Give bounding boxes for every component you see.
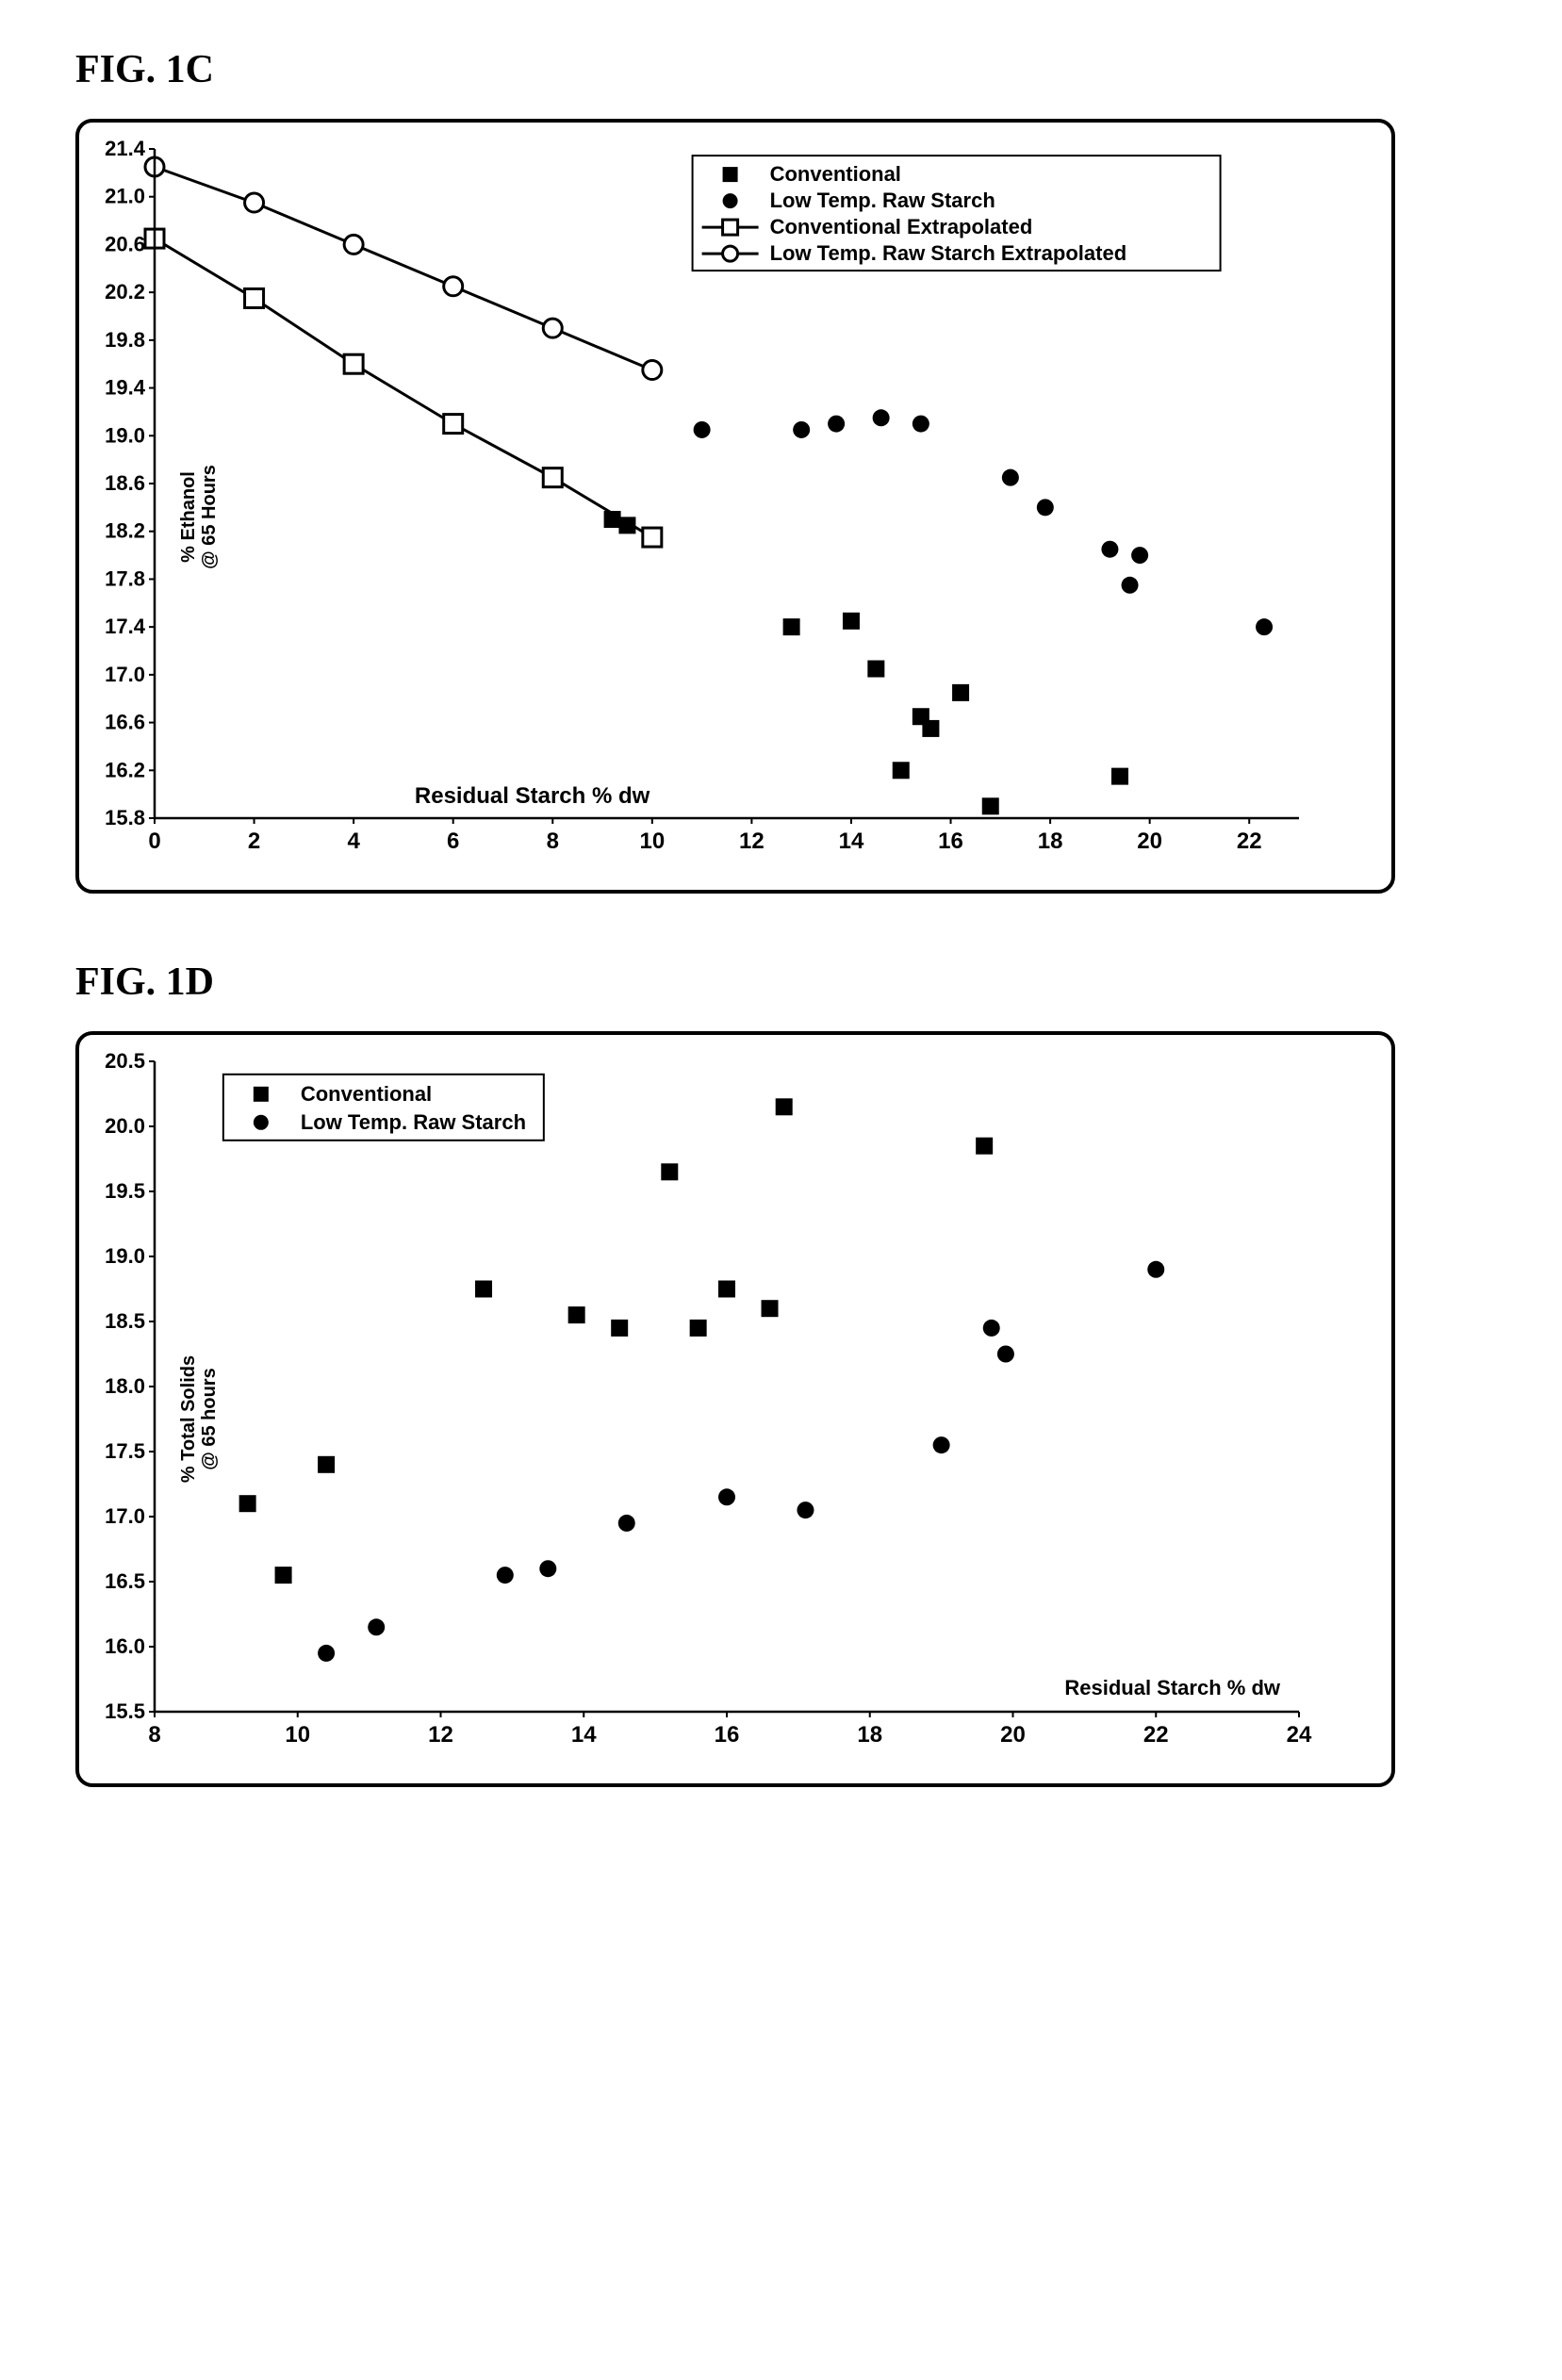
svg-text:12: 12 — [739, 829, 765, 854]
svg-text:19.5: 19.5 — [105, 1179, 145, 1203]
fig1c-frame: 15.8 16.2 16.6 17.0 17.4 17.8 18.2 18.6 19.0 19.4… — [75, 119, 1395, 894]
svg-text:Conventional: Conventional — [301, 1082, 432, 1106]
svg-text:Conventional: Conventional — [770, 162, 901, 186]
svg-text:2: 2 — [248, 829, 260, 854]
svg-text:16.2: 16.2 — [105, 758, 145, 781]
svg-text:21.0: 21.0 — [105, 185, 145, 208]
svg-text:8: 8 — [148, 1722, 160, 1748]
svg-text:24: 24 — [1287, 1722, 1312, 1748]
svg-text:19.8: 19.8 — [105, 328, 145, 352]
svg-text:18.5: 18.5 — [105, 1309, 145, 1333]
svg-text:Residual Starch % dw: Residual Starch % dw — [415, 783, 650, 809]
svg-text:Conventional Extrapolated: Conventional Extrapolated — [770, 215, 1033, 238]
svg-text:4: 4 — [347, 829, 360, 854]
svg-text:18.2: 18.2 — [105, 519, 145, 543]
svg-text:20.0: 20.0 — [105, 1114, 145, 1138]
svg-text:18.0: 18.0 — [105, 1374, 145, 1398]
svg-text:20: 20 — [1000, 1722, 1026, 1748]
svg-text:Residual Starch % dw: Residual Starch % dw — [1064, 1676, 1281, 1699]
svg-text:15.5: 15.5 — [105, 1699, 145, 1723]
svg-text:8: 8 — [547, 829, 559, 854]
svg-text:17.0: 17.0 — [105, 663, 145, 686]
svg-text:17.8: 17.8 — [105, 566, 145, 590]
svg-text:@ 65 hours: @ 65 hours — [199, 1368, 220, 1469]
fig1c-title: FIG. 1C — [75, 47, 1487, 92]
svg-text:16: 16 — [938, 829, 963, 854]
svg-text:Low Temp. Raw Starch: Low Temp. Raw Starch — [770, 189, 995, 212]
svg-text:18: 18 — [857, 1722, 882, 1748]
svg-text:@ 65 Hours: @ 65 Hours — [199, 465, 220, 569]
svg-text:21.4: 21.4 — [105, 137, 146, 160]
svg-text:10: 10 — [285, 1722, 310, 1748]
svg-text:14: 14 — [571, 1722, 597, 1748]
svg-text:19.0: 19.0 — [105, 423, 145, 447]
svg-text:16: 16 — [715, 1722, 740, 1748]
svg-text:16.5: 16.5 — [105, 1569, 145, 1593]
fig1c-chart: 15.8 16.2 16.6 17.0 17.4 17.8 18.2 18.6 19.0 19.4… — [90, 136, 1373, 871]
svg-text:% Ethanol: % Ethanol — [178, 471, 199, 563]
fig1d-chart: 15.5 16.0 16.5 17.0 17.5 18.0 18.5 19.0 19.5 20.0… — [90, 1048, 1373, 1764]
svg-text:22: 22 — [1143, 1722, 1169, 1748]
svg-text:% Total Solids: % Total Solids — [178, 1355, 199, 1483]
svg-text:14: 14 — [839, 829, 864, 854]
svg-text:17.4: 17.4 — [105, 615, 146, 638]
svg-text:16.0: 16.0 — [105, 1634, 145, 1658]
svg-text:19.4: 19.4 — [105, 376, 146, 400]
svg-text:12: 12 — [428, 1722, 453, 1748]
fig1d-frame: 15.5 16.0 16.5 17.0 17.5 18.0 18.5 19.0 19.5 20.0… — [75, 1031, 1395, 1787]
svg-text:Low Temp. Raw Starch: Low Temp. Raw Starch — [301, 1110, 526, 1134]
svg-text:15.8: 15.8 — [105, 806, 145, 829]
svg-text:18: 18 — [1038, 829, 1063, 854]
fig1d-title: FIG. 1D — [75, 960, 1487, 1005]
svg-text:20.5: 20.5 — [105, 1049, 145, 1073]
svg-text:20: 20 — [1137, 829, 1162, 854]
svg-text:17.0: 17.0 — [105, 1504, 145, 1528]
svg-text:0: 0 — [148, 829, 160, 854]
svg-text:10: 10 — [639, 829, 665, 854]
svg-text:20.6: 20.6 — [105, 232, 145, 255]
svg-text:17.5: 17.5 — [105, 1439, 145, 1463]
svg-text:18.6: 18.6 — [105, 471, 145, 495]
svg-text:6: 6 — [447, 829, 459, 854]
svg-text:20.2: 20.2 — [105, 280, 145, 304]
svg-text:16.6: 16.6 — [105, 711, 145, 734]
svg-text:Low Temp. Raw Starch Extrapola: Low Temp. Raw Starch Extrapolated — [770, 241, 1127, 265]
svg-text:22: 22 — [1237, 829, 1262, 854]
svg-text:19.0: 19.0 — [105, 1244, 145, 1268]
